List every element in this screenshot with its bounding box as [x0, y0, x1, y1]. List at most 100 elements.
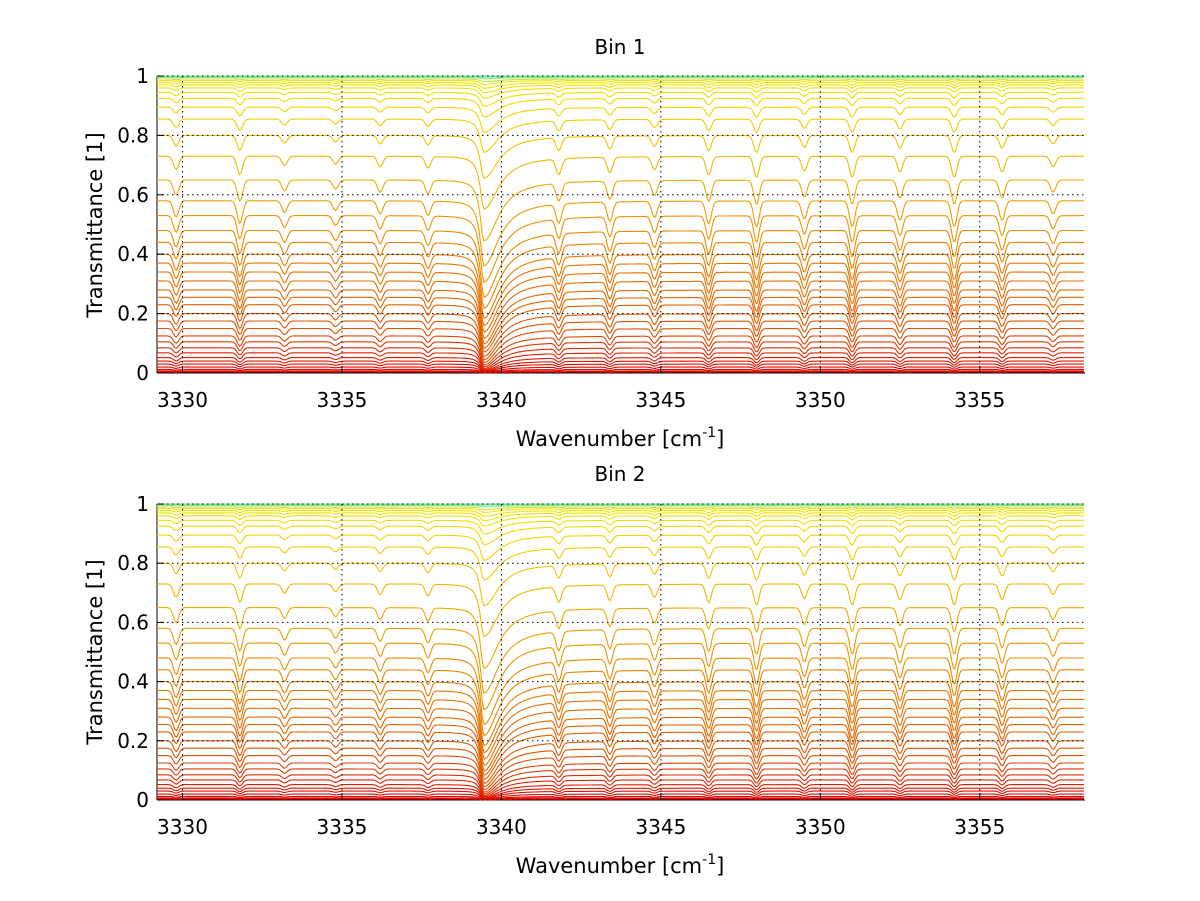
series-line [157, 698, 1084, 760]
series-line [157, 689, 1084, 754]
y-tick-label: 0.4 [117, 242, 149, 266]
series-line [157, 515, 1084, 527]
x-tick-label: 3335 [317, 388, 368, 412]
series-line [157, 793, 1084, 800]
y-axis-label: Transmittance [1] [83, 559, 107, 745]
series-line [157, 262, 1084, 327]
series-line [157, 118, 1084, 153]
series-line [157, 253, 1084, 320]
y-tick-label: 0.2 [117, 302, 149, 326]
series-line [157, 84, 1084, 94]
y-tick-label: 1 [136, 492, 149, 516]
y-axis-label: Transmittance [1] [83, 132, 107, 318]
series-line [157, 784, 1084, 799]
series-line [157, 241, 1084, 309]
series-line [157, 200, 1084, 267]
series-line [157, 87, 1084, 99]
series-line [157, 519, 1084, 535]
series-line [157, 716, 1084, 772]
series-line [157, 707, 1084, 766]
x-tick-label: 3350 [795, 815, 846, 839]
y-tick-label: 0.8 [117, 123, 149, 147]
series-line [157, 229, 1084, 298]
series-line [157, 546, 1084, 581]
chart-title: Bin 1 [594, 35, 645, 59]
series-line [157, 740, 1084, 785]
y-tick-label: 0.6 [117, 183, 149, 207]
plot-area: 3330 3335 3340 3345 3350 3355 0 0.2 0.4 0.6 0.8 1 [117, 492, 1085, 839]
series-line [157, 341, 1084, 368]
series-line [157, 583, 1084, 638]
x-tick-label: 3335 [317, 815, 368, 839]
series-line [157, 681, 1084, 747]
x-tick-label: 3330 [157, 815, 208, 839]
series-line [157, 155, 1084, 210]
series-line [157, 296, 1084, 349]
series-line [157, 91, 1084, 107]
x-tick-label: 3355 [954, 388, 1005, 412]
series-line [157, 179, 1084, 242]
x-tick-label: 3340 [476, 388, 527, 412]
series-line [157, 357, 1084, 372]
x-tick-label: 3350 [795, 388, 846, 412]
series-line [157, 81, 1084, 89]
series-line [157, 657, 1084, 726]
panel-bin-1: Bin 1 3330 3335 3340 3345 3350 3355 0 0.2 0.4 0.6… [83, 35, 1085, 451]
series-line [157, 76, 1084, 78]
series-line [157, 507, 1084, 513]
y-tick-label: 0.8 [117, 551, 149, 575]
series-line [157, 215, 1084, 283]
series-line [157, 790, 1084, 800]
series-line [157, 762, 1084, 793]
series-line [157, 774, 1084, 797]
series-line [157, 723, 1084, 776]
series-line [157, 731, 1084, 780]
series-line [157, 271, 1084, 333]
series-line [157, 363, 1084, 373]
series-line [157, 97, 1084, 118]
series-line [157, 289, 1084, 345]
series-line [157, 304, 1084, 353]
x-tick-label: 3340 [476, 815, 527, 839]
series-line [157, 779, 1084, 798]
series-line [157, 370, 1084, 374]
series-line [157, 371, 1084, 374]
plot-area: 3330 3335 3340 3345 3350 3355 0 0.2 0.4 0.6 0.8 1 [117, 64, 1085, 412]
series-line [157, 280, 1084, 339]
series-line [157, 366, 1084, 373]
series-line [157, 627, 1084, 694]
series-line [157, 795, 1084, 801]
series-line [157, 347, 1084, 370]
series-line [157, 76, 1084, 80]
series-line [157, 504, 1084, 506]
series-line [157, 78, 1084, 83]
series-line [157, 798, 1084, 801]
series-line [157, 368, 1084, 374]
y-tick-label: 0.4 [117, 670, 149, 694]
series-line [157, 360, 1084, 372]
series-line [157, 669, 1084, 737]
series-line [157, 134, 1084, 179]
x-axis-label: Wavenumber [cm-1] [516, 852, 725, 878]
series-line [157, 787, 1084, 799]
y-tick-label: 0.6 [117, 610, 149, 634]
series-line [157, 335, 1084, 366]
series-line [157, 79, 1084, 85]
y-tick-label: 1 [136, 64, 149, 88]
y-tick-label: 0 [136, 361, 149, 385]
x-tick-label: 3345 [635, 388, 686, 412]
x-tick-label: 3345 [635, 815, 686, 839]
series-line [157, 506, 1084, 511]
series-line [157, 525, 1084, 546]
series-line [157, 512, 1084, 522]
x-axis-label: Wavenumber [cm-1] [516, 425, 725, 451]
x-tick-label: 3330 [157, 388, 208, 412]
series-line [157, 352, 1084, 371]
series-line [157, 755, 1084, 791]
x-tick-label: 3355 [954, 815, 1005, 839]
series-line [157, 327, 1084, 364]
series-line [157, 747, 1084, 788]
series-line [157, 797, 1084, 801]
chart-title: Bin 2 [594, 462, 645, 486]
